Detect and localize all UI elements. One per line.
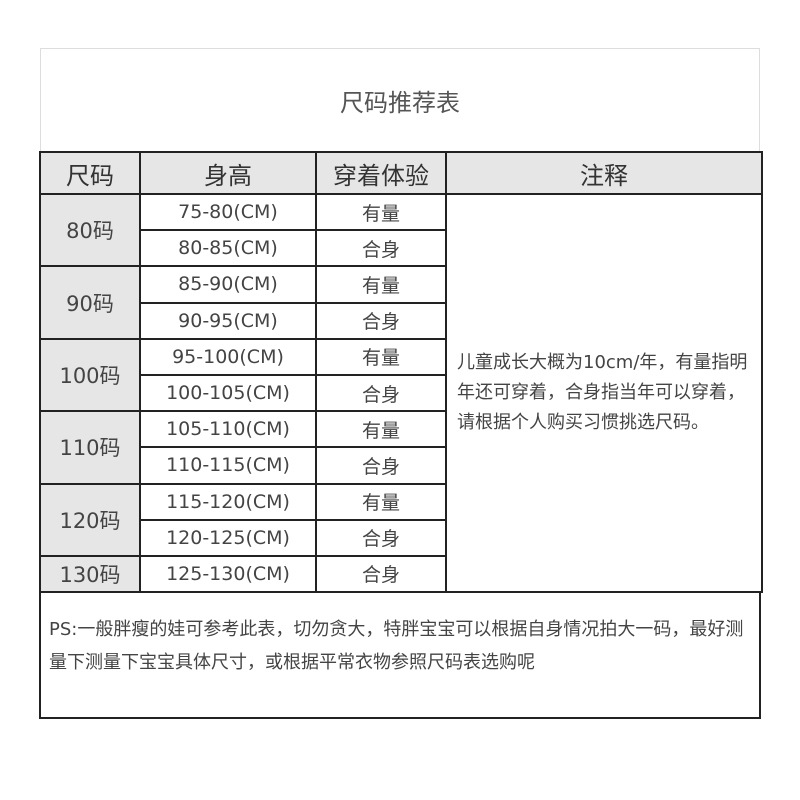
table-row: 90码 85-90(CM) 有量 [39, 265, 762, 340]
header-height: 身高 [139, 151, 317, 195]
height-cell: 85-90(CM) [139, 265, 317, 304]
height-cell: 95-100(CM) [139, 337, 317, 376]
size-chart: 尺码推荐表 尺码 身高 穿着体验 注释 80码 75-80(CM) 有量 儿童成长大概… [39, 48, 763, 720]
table-row: 120码 115-120(CM) 有量 [39, 482, 762, 557]
table-row: 120-125(CM) 合身 [40, 518, 762, 557]
header-row: 尺码 身高 穿着体验 注释 [39, 151, 763, 195]
fit-cell: 有量 [315, 265, 447, 304]
size-cell: 110码 [39, 410, 141, 485]
fit-cell: 有量 [315, 482, 447, 521]
fit-cell: 合身 [315, 229, 447, 268]
note-cell: 儿童成长大概为10cm/年，有量指明年还可穿着，合身指当年可以穿着，请根据个人购… [445, 192, 763, 594]
table-row: 110-115(CM) 合身 [40, 446, 762, 485]
fit-cell: 合身 [315, 554, 447, 594]
fit-cell: 合身 [315, 301, 447, 340]
height-cell: 115-120(CM) [139, 482, 317, 521]
size-cell: 90码 [39, 265, 141, 340]
height-cell: 75-80(CM) [139, 192, 317, 232]
table-row: 100码 95-100(CM) 有量 [39, 337, 762, 413]
height-cell: 120-125(CM) [139, 518, 317, 557]
fit-cell: 合身 [315, 518, 447, 557]
height-cell: 105-110(CM) [139, 410, 317, 449]
height-cell: 80-85(CM) [139, 229, 317, 268]
fit-cell: 有量 [315, 337, 447, 376]
table-row: 80-85(CM) 合身 [40, 229, 762, 268]
height-cell: 90-95(CM) [139, 301, 317, 340]
fit-cell: 有量 [315, 192, 447, 232]
size-cell: 100码 [39, 337, 141, 413]
fit-cell: 有量 [315, 410, 447, 449]
table-row: 130码 125-130(CM) 合身 [39, 554, 762, 594]
table-row: 100-105(CM) 合身 [40, 373, 762, 413]
fit-cell: 合身 [315, 373, 447, 413]
size-cell: 80码 [39, 192, 141, 268]
table-row: 80码 75-80(CM) 有量 儿童成长大概为10cm/年，有量指明年还可穿着，合身… [39, 192, 763, 594]
header-size: 尺码 [39, 151, 141, 195]
header-note: 注释 [445, 151, 763, 195]
table-row: 90-95(CM) 合身 [40, 301, 762, 340]
fit-cell: 合身 [315, 446, 447, 485]
height-cell: 125-130(CM) [139, 554, 317, 594]
ps-note: PS:一般胖瘦的娃可参考此表，切勿贪大，特胖宝宝可以根据自身情况拍大一码，最好测… [39, 593, 761, 720]
size-cell: 120码 [39, 482, 141, 557]
table-row: 110码 105-110(CM) 有量 [39, 410, 762, 485]
height-cell: 110-115(CM) [139, 446, 317, 485]
height-cell: 100-105(CM) [139, 373, 317, 413]
size-cell: 130码 [39, 554, 141, 594]
size-table: 尺码 身高 穿着体验 注释 80码 75-80(CM) 有量 儿童成长大概为10cm/… [39, 151, 763, 594]
chart-title: 尺码推荐表 [40, 48, 760, 151]
header-fit: 穿着体验 [315, 151, 447, 195]
